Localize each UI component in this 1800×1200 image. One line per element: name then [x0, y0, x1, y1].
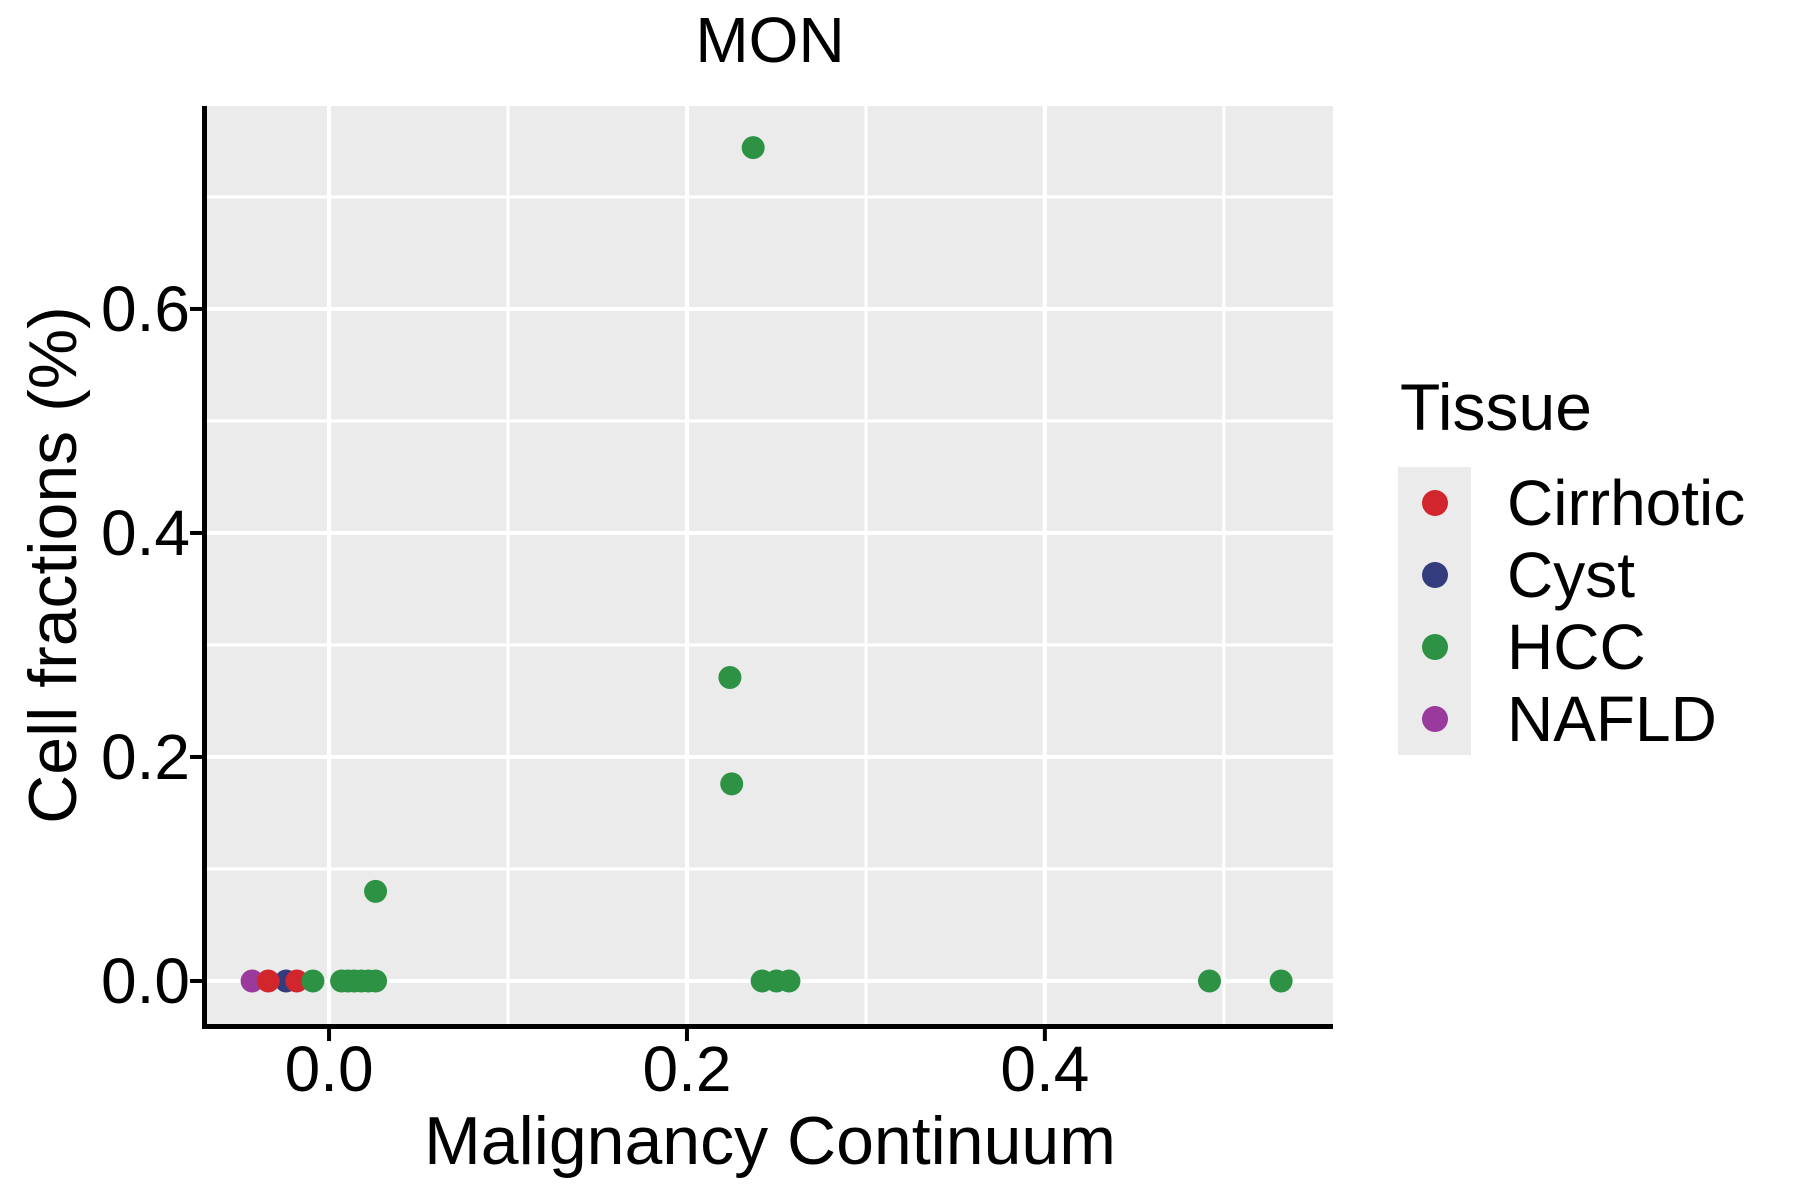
data-point-hcc — [777, 969, 801, 993]
data-point-hcc — [720, 772, 744, 796]
legend-item-hcc: HCC — [1398, 611, 1788, 683]
x-tick-mark — [684, 1029, 689, 1041]
x-tick-label: 0.0 — [284, 1033, 374, 1105]
y-tick-mark — [190, 306, 202, 311]
legend-item-cirrhotic: Cirrhotic — [1398, 467, 1788, 539]
x-axis-line — [202, 1024, 1333, 1029]
data-point-hcc — [301, 969, 325, 993]
y-tick-mark — [190, 530, 202, 535]
data-point-hcc — [1198, 969, 1222, 993]
legend-key — [1398, 539, 1471, 611]
data-point-hcc — [364, 969, 388, 993]
legend-key — [1398, 683, 1471, 755]
y-tick-label: 0.0 — [101, 944, 190, 1017]
data-point-cirrhotic — [256, 969, 280, 993]
legend-label: HCC — [1507, 611, 1646, 683]
legend-label: Cirrhotic — [1507, 467, 1746, 539]
data-point-cirrhotic — [285, 969, 309, 993]
legend-label: Cyst — [1507, 539, 1635, 611]
data-point-hcc — [741, 136, 765, 160]
legend-key — [1398, 611, 1471, 683]
x-tick-mark — [327, 1029, 332, 1041]
y-tick-mark — [190, 978, 202, 983]
x-tick-label: 0.4 — [1000, 1033, 1090, 1105]
y-axis-line — [202, 106, 207, 1029]
y-tick-label: 0.2 — [101, 720, 190, 793]
plot-panel — [207, 106, 1333, 1024]
x-tick-mark — [1042, 1029, 1047, 1041]
legend-key — [1398, 467, 1471, 539]
data-point-hcc — [718, 665, 742, 689]
data-point-nafld — [240, 969, 264, 993]
plot-title: MON — [695, 4, 845, 76]
data-point-hcc — [364, 879, 388, 903]
legend-item-cyst: Cyst — [1398, 539, 1788, 611]
legend-dot-icon — [1421, 562, 1448, 588]
legend-title: Tissue — [1400, 370, 1592, 444]
legend: Tissue Cirrhotic Cyst HCC NAFLD — [1398, 372, 1788, 755]
x-axis-title: Malignancy Continuum — [424, 1103, 1116, 1179]
legend-item-nafld: NAFLD — [1398, 683, 1788, 755]
y-tick-label: 0.4 — [101, 496, 190, 569]
legend-items: Cirrhotic Cyst HCC NAFLD — [1398, 467, 1788, 755]
y-tick-mark — [190, 754, 202, 759]
legend-dot-icon — [1421, 634, 1448, 660]
legend-dot-icon — [1421, 706, 1448, 732]
legend-label: NAFLD — [1507, 683, 1717, 755]
legend-dot-icon — [1421, 490, 1448, 516]
data-point-hcc — [1269, 969, 1293, 993]
y-tick-label: 0.6 — [101, 272, 190, 345]
x-tick-label: 0.2 — [642, 1033, 732, 1105]
